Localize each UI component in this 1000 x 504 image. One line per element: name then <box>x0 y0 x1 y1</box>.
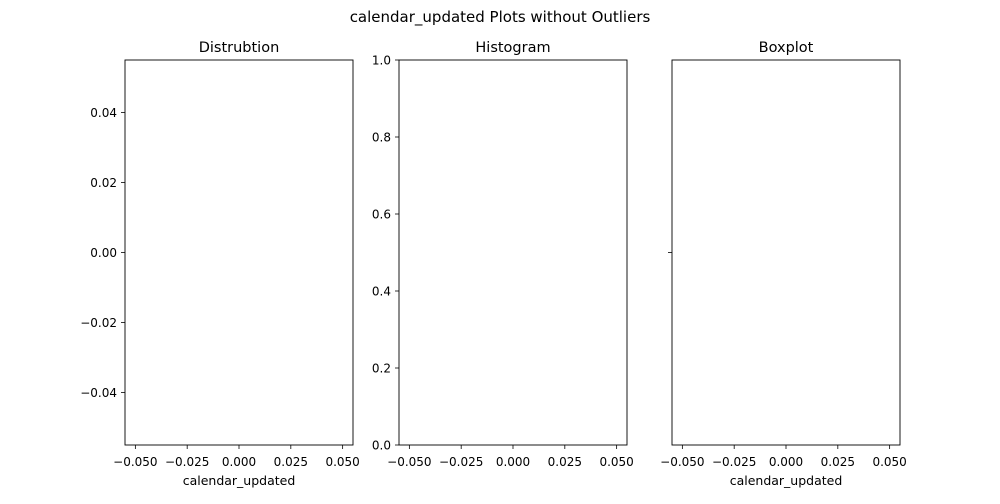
axes-1-xtick-label: 0.050 <box>325 455 359 469</box>
axes-1-xlabel: calendar_updated <box>183 473 296 488</box>
axes-3-xtick-label: 0.000 <box>769 455 803 469</box>
axes-1-frame <box>124 59 354 446</box>
axes-3-xtick-label: 0.025 <box>821 455 855 469</box>
axes-1-xtick-label: −0.050 <box>113 455 157 469</box>
axes-1-ytick-label: 0.00 <box>90 246 117 260</box>
axes-2-ytick-label: 0.0 <box>372 439 391 453</box>
axes-1-title: Distrubtion <box>199 40 280 56</box>
axes-2-xtick-label: 0.000 <box>496 455 530 469</box>
axes-2-ytick-label: 0.4 <box>372 285 391 299</box>
axes-3-xtick-label: −0.025 <box>712 455 756 469</box>
axes-2-xtick-label: 0.025 <box>548 455 582 469</box>
axes-2-ytick-label: 1.0 <box>372 54 391 68</box>
axes-3-xlabel: calendar_updated <box>730 473 843 488</box>
axes-2-frame <box>398 59 628 446</box>
axes-2-ytick-label: 0.8 <box>372 131 391 145</box>
axes-1-ytick-label: 0.02 <box>90 176 117 190</box>
axes-2-ytick-label: 0.2 <box>372 362 391 376</box>
axes-3-xtick-label: 0.050 <box>872 455 906 469</box>
axes-2-xtick-label: −0.025 <box>439 455 483 469</box>
axes-1-ytick-label: 0.04 <box>90 106 117 120</box>
axes-2-ytick-label: 0.6 <box>372 208 391 222</box>
axes-3-xtick-label: −0.050 <box>660 455 704 469</box>
axes-1-xtick-label: −0.025 <box>165 455 209 469</box>
axes-2-xtick-label: −0.050 <box>387 455 431 469</box>
axes-1-xtick-label: 0.025 <box>274 455 308 469</box>
axes-2-xtick-label: 0.050 <box>599 455 633 469</box>
axes-1-xtick-label: 0.000 <box>222 455 256 469</box>
axes-1-ytick-label: −0.02 <box>80 316 117 330</box>
axes-3-title: Boxplot <box>759 40 814 56</box>
axes-2-title: Histogram <box>475 40 550 56</box>
axes-1-ytick-label: −0.04 <box>80 386 117 400</box>
axes-3-frame <box>671 59 901 446</box>
figure-suptitle: calendar_updated Plots without Outliers <box>350 8 651 27</box>
